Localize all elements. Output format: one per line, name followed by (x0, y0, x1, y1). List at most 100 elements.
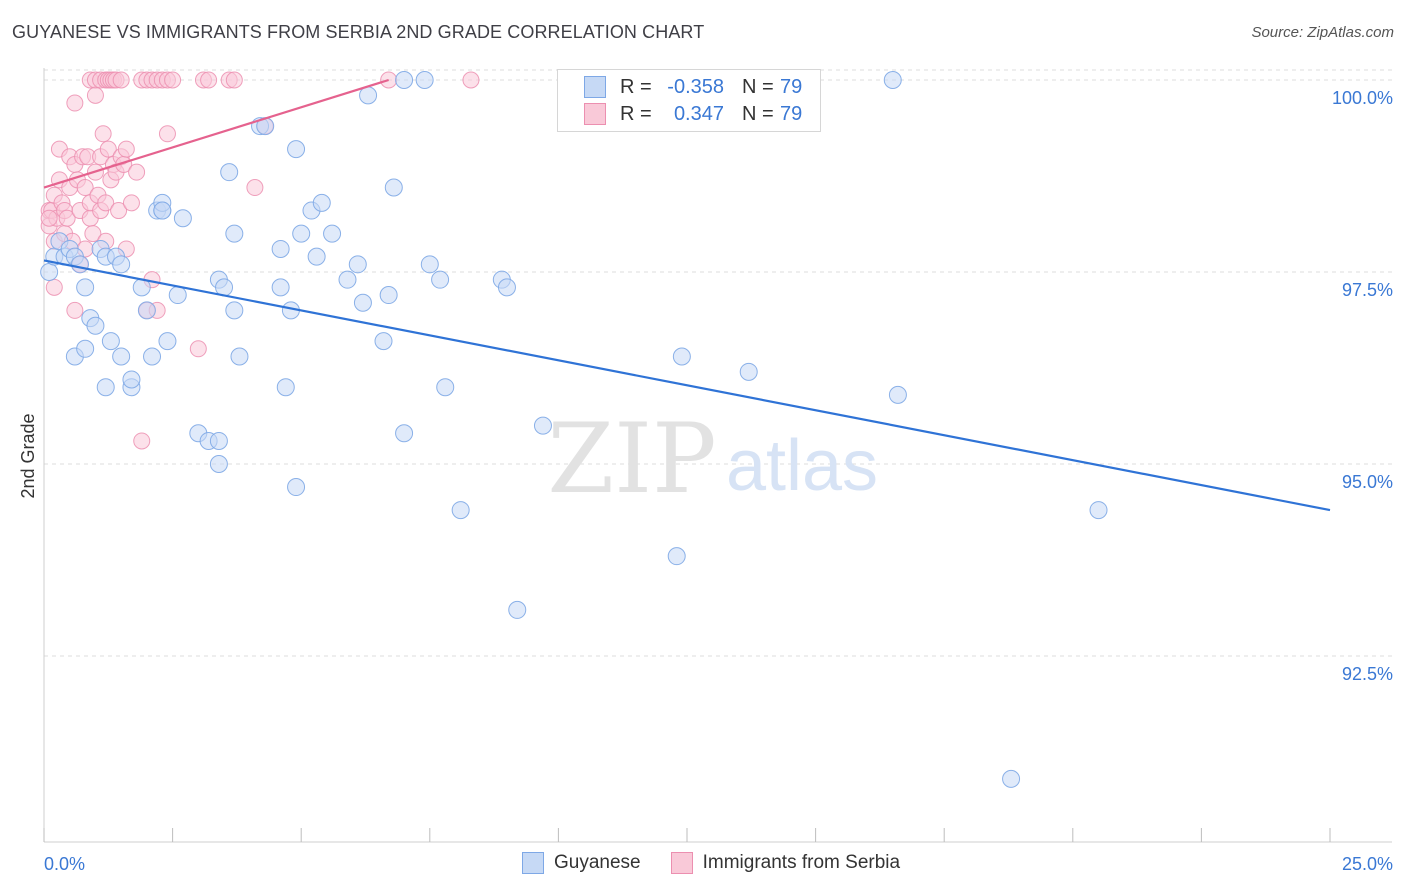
guyanese-point (76, 278, 95, 297)
guyanese-point (137, 301, 156, 320)
guyanese-point (312, 193, 331, 212)
series-guyanese-points (40, 71, 1108, 788)
guyanese-point (888, 385, 907, 404)
guyanese-point (220, 163, 239, 182)
serbia-point (122, 194, 140, 212)
serbia-point (110, 202, 128, 220)
guyanese-n-value: 79 (780, 75, 803, 98)
guyanese-point (225, 301, 244, 320)
guyanese-swatch (584, 76, 606, 98)
serbia-point (45, 278, 63, 296)
guyanese-point (338, 270, 357, 289)
guyanese-point (96, 378, 115, 397)
guyanese-point (276, 378, 295, 397)
axis-layer (43, 68, 1392, 843)
serbia-trend-line (43, 78, 389, 189)
serbia-point (117, 140, 135, 158)
stats-legend: R = -0.358 N = 79 R = 0.347 N = 79 (557, 69, 821, 132)
serbia-point (225, 71, 243, 89)
label-layer: 100.0% 97.5% 95.0% 92.5% 0.0% 25.0% 2nd Grade (18, 88, 1393, 874)
guyanese-point (209, 431, 228, 450)
y-tick-label: 95.0% (1342, 472, 1393, 492)
guyanese-point (112, 255, 131, 274)
x-tick-label: 25.0% (1342, 854, 1393, 874)
n-label: N = (742, 75, 774, 98)
guyanese-point (739, 362, 758, 381)
guyanese-legend-swatch (522, 852, 544, 874)
guyanese-point (209, 455, 228, 473)
y-axis-title: 2nd Grade (18, 413, 38, 498)
guyanese-point (307, 247, 326, 266)
guyanese-point (348, 255, 367, 274)
guyanese-point (323, 224, 342, 243)
guyanese-point (384, 178, 403, 197)
guyanese-point (374, 332, 393, 351)
chart-title: GUYANESE VS IMMIGRANTS FROM SERBIA 2ND G… (12, 22, 705, 42)
guyanese-point (353, 293, 372, 312)
guyanese-point (122, 370, 141, 389)
series-legend: Guyanese Immigrants from Serbia (522, 852, 930, 874)
trend-layer (43, 78, 1331, 512)
legend-item-guyanese[interactable]: Guyanese (522, 852, 641, 874)
guyanese-point (40, 263, 59, 281)
serbia-swatch (584, 103, 606, 125)
watermark-zip: ZIP (547, 403, 716, 515)
serbia-point (66, 301, 84, 319)
guyanese-point (271, 278, 290, 297)
guyanese-point (271, 239, 290, 258)
guyanese-point (415, 71, 434, 89)
source-credit: Source: ZipAtlas.com (1251, 24, 1394, 41)
guyanese-point (76, 339, 95, 358)
guyanese-trend-line (43, 259, 1331, 512)
guyanese-point (1002, 769, 1021, 788)
guyanese-point (395, 71, 414, 89)
guyanese-point (71, 255, 90, 274)
guyanese-point (287, 478, 306, 497)
guyanese-point (431, 270, 450, 289)
guyanese-point (533, 416, 552, 435)
guyanese-point (158, 332, 177, 351)
serbia-legend-swatch (670, 852, 693, 874)
legend-item-serbia[interactable]: Immigrants from Serbia (670, 852, 901, 874)
serbia-legend-label: Immigrants from Serbia (702, 852, 901, 873)
n-label: N = (742, 102, 774, 125)
serbia-point (112, 71, 130, 89)
legend-row-guyanese: R = -0.358 N = 79 (584, 75, 820, 99)
serbia-point (133, 432, 151, 450)
guyanese-point (292, 224, 311, 243)
guyanese-point (86, 316, 105, 335)
y-tick-label: 100.0% (1332, 88, 1393, 108)
guyanese-point (379, 286, 398, 305)
serbia-r-value: 0.347 (673, 102, 724, 125)
serbia-point (462, 71, 480, 89)
guyanese-point (667, 547, 686, 566)
serbia-point (76, 179, 94, 197)
serbia-point (99, 140, 117, 158)
guyanese-point (230, 347, 249, 366)
serbia-point (164, 71, 182, 89)
guyanese-point (451, 501, 470, 520)
guyanese-point (672, 347, 691, 366)
legend-row-serbia: R = 0.347 N = 79 (584, 102, 820, 126)
serbia-point (84, 225, 102, 243)
serbia-point (246, 179, 264, 197)
guyanese-point (420, 255, 439, 274)
x-tick-label: 0.0% (44, 854, 85, 874)
grid-layer (44, 69, 1392, 657)
serbia-point (94, 125, 112, 143)
guyanese-point (173, 209, 192, 228)
serbia-point (66, 94, 84, 112)
guyanese-point (101, 332, 120, 351)
guyanese-r-value: -0.358 (667, 75, 724, 98)
serbia-point (40, 209, 58, 227)
guyanese-point (883, 71, 902, 89)
guyanese-point (287, 140, 306, 159)
guyanese-point (153, 201, 172, 220)
guyanese-point (1089, 501, 1108, 520)
serbia-point (158, 125, 176, 143)
serbia-point (58, 209, 76, 227)
serbia-point (200, 71, 218, 89)
guyanese-point (168, 286, 187, 305)
watermark-atlas: atlas (726, 426, 878, 506)
